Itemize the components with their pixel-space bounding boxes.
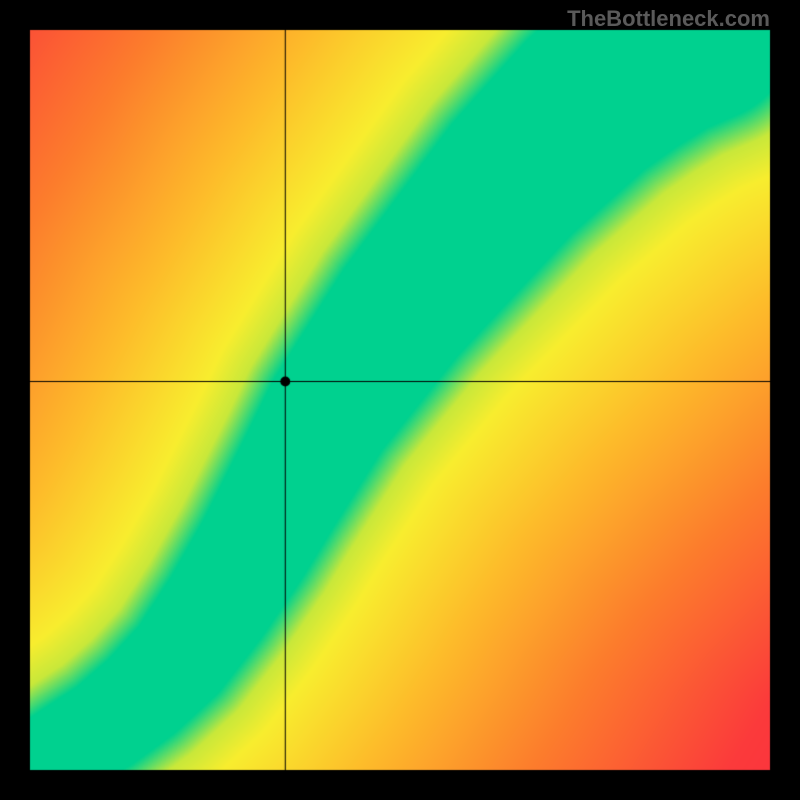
chart-container: TheBottleneck.com bbox=[0, 0, 800, 800]
watermark-text: TheBottleneck.com bbox=[567, 6, 770, 32]
heatmap-canvas bbox=[0, 0, 800, 800]
